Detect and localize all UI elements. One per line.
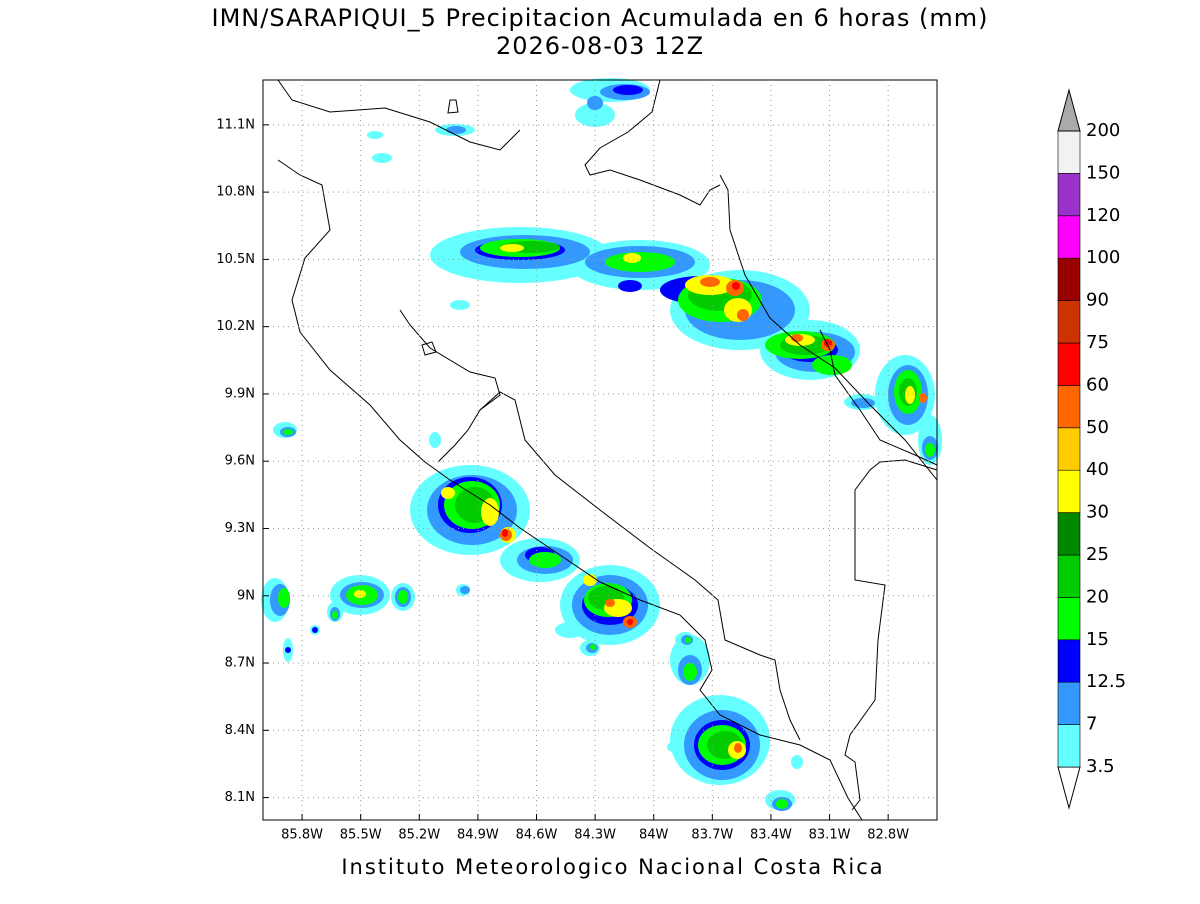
colorbar-box <box>1057 173 1081 217</box>
y-tick-label: 11.1N <box>216 117 255 132</box>
x-tick-label: 84W <box>639 828 669 843</box>
x-tick-label: 85.2W <box>398 828 440 843</box>
colorbar-box <box>1057 639 1081 683</box>
x-tick-label: 83.4W <box>750 828 792 843</box>
x-tick-label: 85.5W <box>340 828 382 843</box>
colorbar-label: 90 <box>1086 290 1109 311</box>
footer: Instituto Meteorologico Nacional Costa R… <box>341 855 884 879</box>
colorbar-label: 15 <box>1086 629 1109 650</box>
colorbar-label: 12.5 <box>1086 671 1126 692</box>
colorbar-box <box>1057 681 1081 725</box>
colorbar-label: 20 <box>1086 586 1109 607</box>
colorbar-label: 120 <box>1086 205 1120 226</box>
y-tick-label: 8.1N <box>225 790 255 805</box>
colorbar-box <box>1057 257 1081 301</box>
map-frame <box>262 79 938 821</box>
graticule: 85.8W 85.5W 85.2W 84.9W 84.6W 84.3W 84W 83.7W 83… <box>216 80 937 843</box>
y-tick-label: 9.3N <box>225 521 255 536</box>
colorbar-label: 60 <box>1086 374 1109 395</box>
x-tick-label: 82.8W <box>867 828 909 843</box>
colorbar-label: 150 <box>1086 162 1120 183</box>
colorbar-box <box>1057 300 1081 344</box>
colorbar-box <box>1057 385 1081 429</box>
y-tick-label: 9.9N <box>225 386 255 401</box>
precipitation-field <box>261 78 942 811</box>
y-tick-label: 9.6N <box>225 454 255 469</box>
y-tick-label: 10.2N <box>216 319 255 334</box>
colorbar-label: 50 <box>1086 417 1109 438</box>
map-title: IMN/SARAPIQUI_5 Precipitacion Acumulada … <box>212 4 989 32</box>
colorbar-label: 30 <box>1086 502 1109 523</box>
colorbar-label: 100 <box>1086 247 1120 268</box>
colorbar-box <box>1057 342 1081 386</box>
coastlines <box>277 79 938 821</box>
colorbar-label: 7 <box>1086 714 1097 735</box>
colorbar-box <box>1057 512 1081 556</box>
map-subtitle: 2026-08-03 12Z <box>496 32 704 60</box>
colorbar-label: 75 <box>1086 332 1109 353</box>
x-tick-label: 84.6W <box>516 828 558 843</box>
colorbar-high-triangle <box>1057 88 1081 132</box>
colorbar-box <box>1057 554 1081 598</box>
colorbar-box <box>1057 469 1081 513</box>
y-tick-label: 10.8N <box>216 185 255 200</box>
colorbar-label: 200 <box>1086 120 1120 141</box>
x-tick-label: 83.7W <box>691 828 733 843</box>
y-tick-label: 8.4N <box>225 723 255 738</box>
colorbar-label: 3.5 <box>1086 756 1115 777</box>
colorbar-box <box>1057 597 1081 641</box>
colorbar-box <box>1057 215 1081 259</box>
colorbar-label: 40 <box>1086 459 1109 480</box>
x-tick-label: 83.1W <box>809 828 851 843</box>
colorbar-box <box>1057 427 1081 471</box>
colorbar-label: 25 <box>1086 544 1109 565</box>
colorbar: 3.5 7 12.5 15 20 25 30 40 50 60 75 90 100 120 150 200 <box>1057 88 1126 810</box>
y-tick-label: 8.7N <box>225 656 255 671</box>
y-tick-label: 9N <box>237 588 255 603</box>
x-tick-label: 84.3W <box>574 828 616 843</box>
colorbar-box <box>1057 724 1081 768</box>
x-tick-label: 85.8W <box>281 828 323 843</box>
colorbar-box <box>1057 130 1081 174</box>
x-tick-label: 84.9W <box>457 828 499 843</box>
y-tick-label: 10.5N <box>216 252 255 267</box>
